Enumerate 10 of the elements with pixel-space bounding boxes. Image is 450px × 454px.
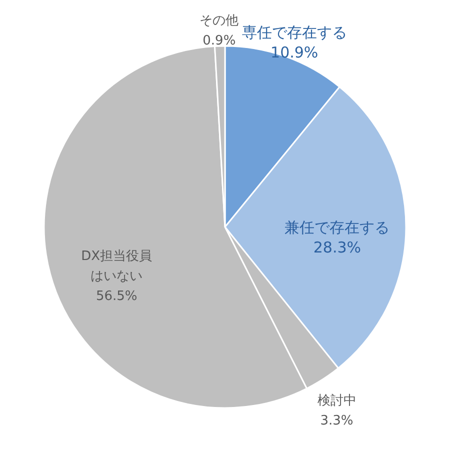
data-label: 0.9% (202, 34, 236, 49)
data-label: 10.9% (270, 44, 318, 62)
data-label: 3.3% (320, 413, 354, 428)
data-label: 56.5% (96, 289, 138, 304)
slice-label: 専任で存在する (242, 24, 347, 42)
slice-label: 兼任で存在する (284, 218, 390, 237)
slice-label: 検討中 (317, 393, 356, 408)
slice-label: その他 (200, 14, 239, 29)
data-label: 28.3% (313, 238, 362, 257)
slice-label: DX担当役員はいない (81, 249, 152, 284)
